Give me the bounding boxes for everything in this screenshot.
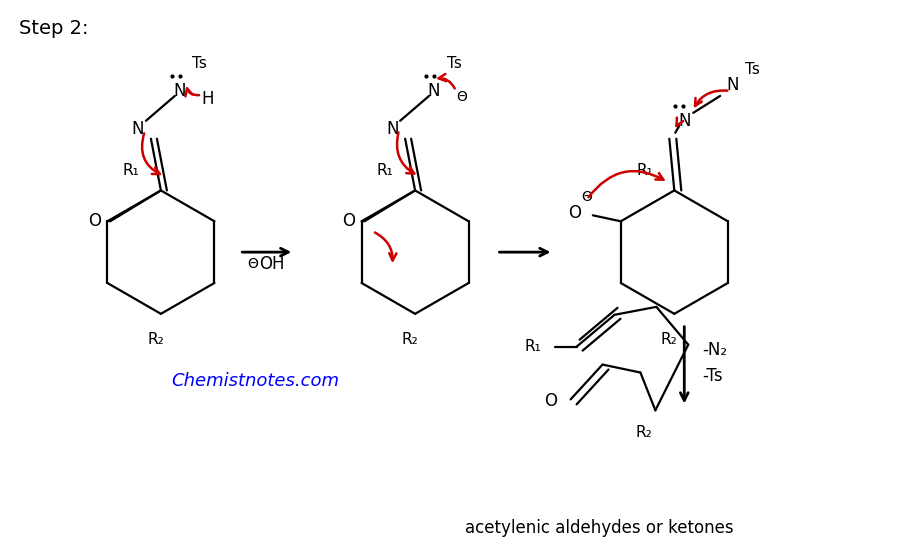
Text: N: N bbox=[428, 82, 441, 100]
Text: N: N bbox=[132, 120, 144, 138]
Text: Θ: Θ bbox=[581, 190, 592, 204]
Text: R₁: R₁ bbox=[524, 339, 542, 354]
Text: acetylenic aldehydes or ketones: acetylenic aldehydes or ketones bbox=[465, 519, 733, 537]
Text: H: H bbox=[202, 90, 214, 108]
Text: R₂: R₂ bbox=[661, 332, 678, 347]
Text: Ts: Ts bbox=[192, 56, 207, 71]
Text: Θ: Θ bbox=[247, 257, 258, 271]
Text: OH: OH bbox=[259, 255, 285, 273]
Text: R₁: R₁ bbox=[123, 163, 140, 178]
Text: R₁: R₁ bbox=[377, 163, 394, 178]
Text: R₂: R₂ bbox=[148, 332, 164, 347]
Text: O: O bbox=[342, 212, 355, 230]
Text: R₁: R₁ bbox=[636, 163, 653, 178]
Text: O: O bbox=[544, 392, 557, 411]
Text: N: N bbox=[174, 82, 187, 100]
Text: Ts: Ts bbox=[447, 56, 461, 71]
Text: N: N bbox=[726, 76, 739, 94]
Text: R₂: R₂ bbox=[635, 425, 651, 439]
Text: Step 2:: Step 2: bbox=[19, 19, 89, 38]
Text: Chemistnotes.com: Chemistnotes.com bbox=[171, 373, 340, 390]
Text: O: O bbox=[569, 204, 581, 222]
Text: Ts: Ts bbox=[744, 62, 760, 76]
Text: Θ: Θ bbox=[457, 90, 468, 104]
Text: R₂: R₂ bbox=[402, 332, 418, 347]
Text: -Ts: -Ts bbox=[702, 367, 723, 384]
Text: O: O bbox=[87, 212, 101, 230]
Text: N: N bbox=[678, 112, 690, 130]
Text: N: N bbox=[386, 120, 398, 138]
Text: -N₂: -N₂ bbox=[702, 341, 727, 359]
